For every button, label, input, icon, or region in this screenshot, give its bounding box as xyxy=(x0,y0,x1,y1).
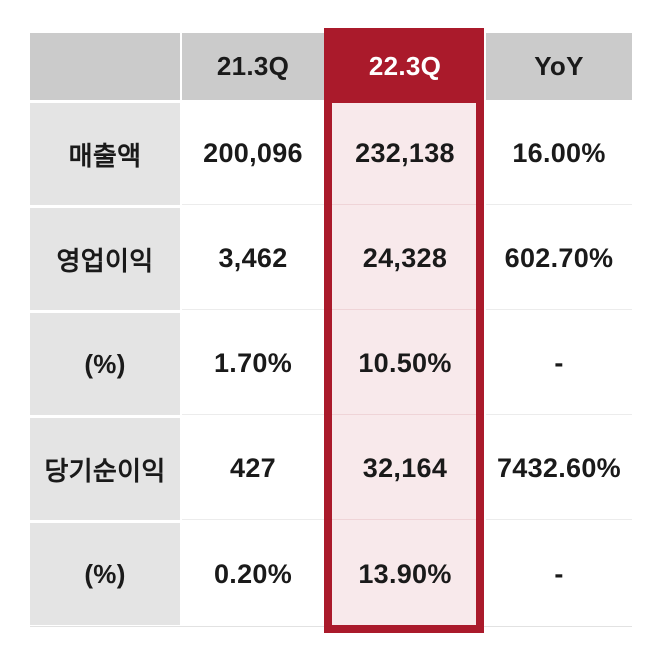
column-header-22-3q: 22.3Q xyxy=(368,51,442,81)
cell-net-income-22-3q: 32,164 xyxy=(326,418,484,520)
cell-operating-margin-21-3q: 1.70% xyxy=(182,313,324,415)
row-label-net-income: 당기순이익 xyxy=(30,418,180,520)
cell-operating-profit-22-3q: 24,328 xyxy=(326,208,484,310)
cell-net-margin-22-3q: 13.90% xyxy=(358,558,452,589)
highlight-column-frame xyxy=(324,28,484,633)
column-header-21-3q: 21.3Q xyxy=(182,33,324,100)
row-label-revenue: 매출액 xyxy=(30,103,180,205)
cell-net-margin-yoy: - xyxy=(486,523,632,625)
table-grid: 21.3Q 22.3Q YoY 매출액 200,096 232,138 16.0… xyxy=(30,33,632,625)
column-header-yoy: YoY xyxy=(486,33,632,100)
cell-net-income-21-3q: 427 xyxy=(182,418,324,520)
cell-revenue-21-3q: 200,096 xyxy=(182,103,324,205)
corner-cell xyxy=(30,33,180,100)
cell-revenue-22-3q: 232,138 xyxy=(326,103,484,205)
highlight-column-header-fill xyxy=(332,36,476,103)
row-label-net-margin: (%) xyxy=(30,523,180,625)
row-label-operating-profit: 영업이익 xyxy=(30,208,180,310)
cell-net-margin-21-3q: 0.20% xyxy=(182,523,324,625)
row-label-operating-margin: (%) xyxy=(30,313,180,415)
cell-operating-profit-21-3q: 3,462 xyxy=(182,208,324,310)
cell-revenue-yoy: 16.00% xyxy=(486,103,632,205)
cell-operating-margin-22-3q: 10.50% xyxy=(326,313,484,415)
cell-operating-profit-yoy: 602.70% xyxy=(486,208,632,310)
earnings-table: 21.3Q 22.3Q YoY 매출액 200,096 232,138 16.0… xyxy=(30,28,632,634)
cell-net-income-yoy: 7432.60% xyxy=(486,418,632,520)
cell-operating-margin-yoy: - xyxy=(486,313,632,415)
